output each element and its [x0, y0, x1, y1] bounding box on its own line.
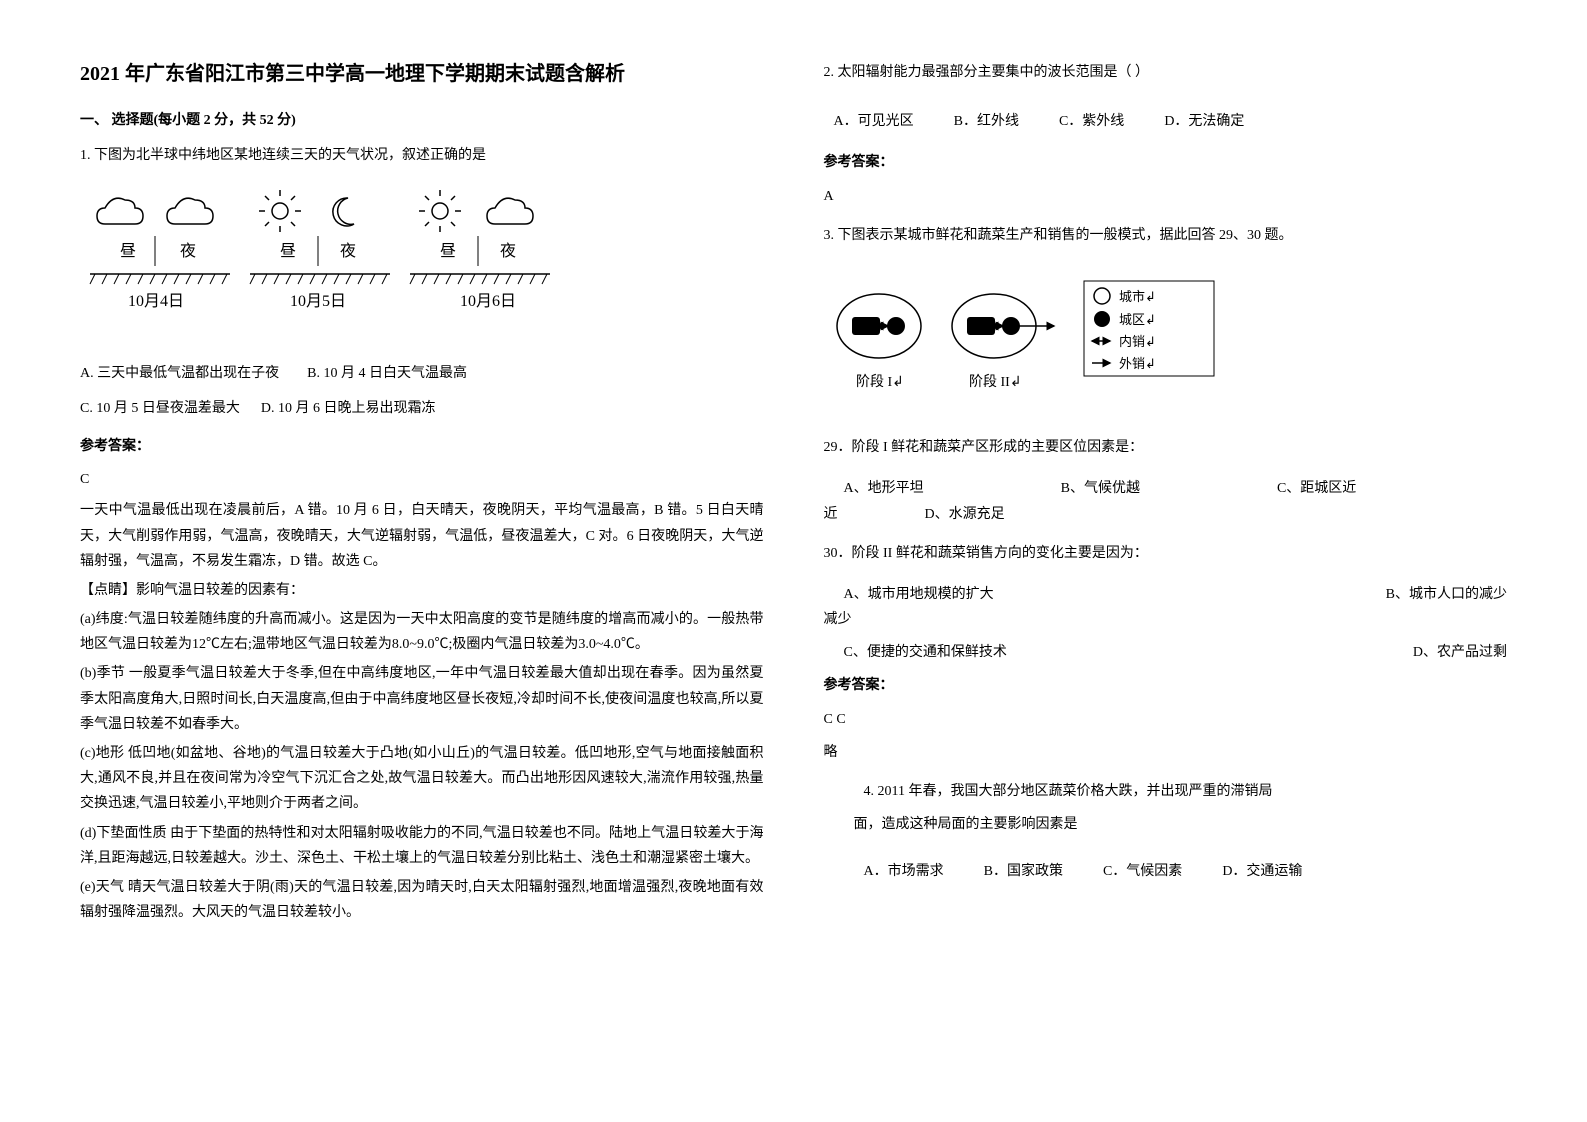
q3-note: 略 — [824, 740, 1508, 765]
exp-p4: (b)季节 一般夏季气温日较差大于冬季,但在中高纬度地区,一年中气温日较差最大值… — [80, 661, 764, 737]
q4-opt-b: B．国家政策 — [984, 859, 1063, 884]
q30-options-row2: C、便捷的交通和保鲜技术 D、农产品过剩 — [824, 640, 1508, 665]
q3-answer-label: 参考答案： — [824, 673, 1508, 698]
legend-internal: 内销↲ — [1119, 334, 1156, 349]
q4-stem2: 面，造成这种局面的主要影响因素是 — [824, 812, 1508, 837]
q29-options-line2: 近 D、水源充足 — [824, 502, 1508, 527]
q1-options-row2: C. 10 月 5 日昼夜温差最大 D. 10 月 6 日晚上易出现霜冻 — [80, 396, 764, 421]
exp-p1: 一天中气温最低出现在凌晨前后，A 错。10 月 6 日，白天晴天，夜晚阴天，平均… — [80, 498, 764, 574]
q2-answer-label: 参考答案： — [824, 150, 1508, 175]
section-heading: 一、 选择题(每小题 2 分，共 52 分) — [80, 108, 764, 133]
q1-explanation: 一天中气温最低出现在凌晨前后，A 错。10 月 6 日，白天晴天，夜晚阴天，平均… — [80, 498, 764, 929]
q2-opt-d: D．无法确定 — [1164, 109, 1244, 134]
q30-stem: 30．阶段 II 鲜花和蔬菜销售方向的变化主要是因为： — [824, 541, 1508, 566]
night-label: 夜 — [180, 242, 196, 260]
left-column: 2021 年广东省阳江市第三中学高一地理下学期期末试题含解析 一、 选择题(每小… — [80, 60, 764, 1062]
date-3: 10月6日 — [460, 293, 516, 310]
q1-opt-b: B. 10 月 4 日白天气温最高 — [307, 366, 467, 381]
q1-opt-a: A. 三天中最低气温都出现在子夜 — [80, 366, 279, 381]
q3-answer: C C — [824, 707, 1508, 732]
city-diagram: 阶段 I↲ 阶段 II↲ 城市↲ 城区↲ 内销↲ 外销↲ — [824, 271, 1508, 420]
q1-opt-c: C. 10 月 5 日昼夜温差最大 — [80, 401, 240, 416]
q4-opt-d: D．交通运输 — [1222, 859, 1302, 884]
svg-text:夜: 夜 — [500, 242, 516, 260]
svg-text:昼: 昼 — [280, 242, 296, 260]
q2-options: A．可见光区 B．红外线 C．紫外线 D．无法确定 — [824, 109, 1508, 134]
stage2-label: 阶段 II↲ — [969, 374, 1022, 390]
q1-stem: 1. 下图为北半球中纬地区某地连续三天的天气状况，叙述正确的是 — [80, 143, 764, 168]
legend-zone: 城区↲ — [1119, 312, 1156, 327]
exp-p5: (c)地形 低凹地(如盆地、谷地)的气温日较差大于凸地(如小山丘)的气温日较差。… — [80, 741, 764, 817]
exp-p6: (d)下垫面性质 由于下垫面的热特性和对太阳辐射吸收能力的不同,气温日较差也不同… — [80, 821, 764, 871]
exp-p2: 【点睛】影响气温日较差的因素有： — [80, 578, 764, 603]
stage1-label: 阶段 I↲ — [856, 374, 904, 390]
exp-p7: (e)天气 晴天气温日较差大于阴(雨)天的气温日较差,因为晴天时,白天太阳辐射强… — [80, 875, 764, 925]
q1-answer-label: 参考答案： — [80, 434, 764, 459]
q3-intro: 3. 下图表示某城市鲜花和蔬菜生产和销售的一般模式，据此回答 29、30 题。 — [824, 223, 1508, 248]
q2-opt-b: B．红外线 — [954, 109, 1019, 134]
right-column: 2. 太阳辐射能力最强部分主要集中的波长范围是（ ） A．可见光区 B．红外线 … — [824, 60, 1508, 1062]
svg-text:昼: 昼 — [440, 242, 456, 260]
legend-city: 城市↲ — [1119, 289, 1156, 304]
q30-options-row1: A、城市用地规模的扩大 B、城市人口的减少 — [824, 582, 1508, 607]
legend-external: 外销↲ — [1119, 356, 1156, 371]
page-title: 2021 年广东省阳江市第三中学高一地理下学期期末试题含解析 — [80, 60, 764, 88]
q2-opt-a: A．可见光区 — [834, 109, 914, 134]
q1-answer: C — [80, 467, 764, 492]
q2-stem: 2. 太阳辐射能力最强部分主要集中的波长范围是（ ） — [824, 60, 1508, 85]
q1-options-row1: A. 三天中最低气温都出现在子夜 B. 10 月 4 日白天气温最高 — [80, 361, 764, 386]
q4-opt-c: C．气候因素 — [1103, 859, 1182, 884]
q2-opt-c: C．紫外线 — [1059, 109, 1124, 134]
q30-opt-c: C、便捷的交通和保鲜技术 — [844, 640, 1007, 665]
q30-opt-a: A、城市用地规模的扩大 — [844, 582, 994, 607]
date-1: 10月4日 — [128, 293, 184, 310]
q30-opt-b: B、城市人口的减少 — [1386, 582, 1507, 607]
q29-opt-c: C、距城区近 — [1277, 481, 1356, 496]
date-2: 10月5日 — [290, 293, 346, 310]
day-label: 昼 — [120, 242, 136, 260]
q1-opt-d: D. 10 月 6 日晚上易出现霜冻 — [261, 401, 436, 416]
q29-stem: 29．阶段 I 鲜花和蔬菜产区形成的主要区位因素是： — [824, 435, 1508, 460]
q29-opt-b: B、气候优越 — [1061, 481, 1140, 496]
svg-text:夜: 夜 — [340, 242, 356, 260]
q29-opt-d: D、水源充足 — [925, 507, 1005, 522]
q29-opt-a: A、地形平坦 — [844, 481, 924, 496]
q4-stem1: 4. 2011 年春，我国大部分地区蔬菜价格大跌，并出现严重的滞销局 — [824, 779, 1508, 804]
q4-options: A．市场需求 B．国家政策 C．气候因素 D．交通运输 — [824, 859, 1508, 884]
weather-diagram: 昼 夜 昼 — [80, 186, 764, 345]
q30-b-tail: 减少 — [824, 607, 1508, 632]
exp-p3: (a)纬度:气温日较差随纬度的升高而减小。这是因为一天中太阳高度的变节是随纬度的… — [80, 607, 764, 657]
q2-answer: A — [824, 184, 1508, 209]
q4-opt-a: A．市场需求 — [864, 859, 944, 884]
q30-opt-d: D、农产品过剩 — [1413, 640, 1507, 665]
q29-options: A、地形平坦 B、气候优越 C、距城区近 — [824, 476, 1508, 501]
